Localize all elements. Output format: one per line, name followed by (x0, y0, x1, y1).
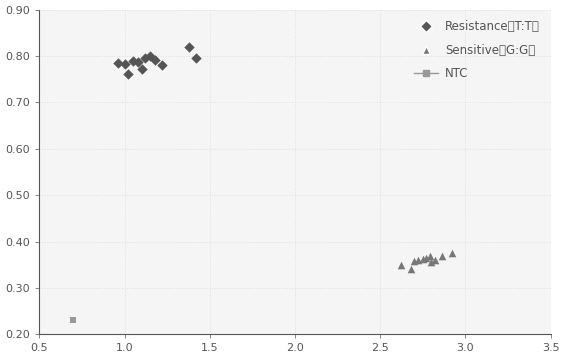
Point (427, 260, 436, 265)
Point (192, 55, 201, 61)
Point (413, 257, 422, 263)
Point (437, 253, 446, 258)
Legend: Resistance（T:T）, Sensitive（G:G）, NTC: Resistance（T:T）, Sensitive（G:G）, NTC (410, 15, 545, 85)
Point (447, 250, 457, 256)
Point (129, 58, 138, 64)
Point (430, 257, 439, 263)
Point (120, 61, 129, 67)
Point (134, 59, 143, 64)
Point (185, 44, 194, 50)
Point (421, 255, 431, 261)
Point (425, 253, 434, 259)
Point (418, 256, 427, 262)
Point (113, 61, 122, 66)
Point (410, 258, 419, 264)
Point (406, 267, 415, 272)
Point (146, 53, 155, 59)
Point (141, 55, 150, 61)
Point (137, 66, 146, 72)
Point (123, 71, 132, 76)
Point (151, 57, 160, 62)
Point (69, 317, 78, 322)
Point (396, 262, 405, 268)
Point (158, 62, 167, 68)
